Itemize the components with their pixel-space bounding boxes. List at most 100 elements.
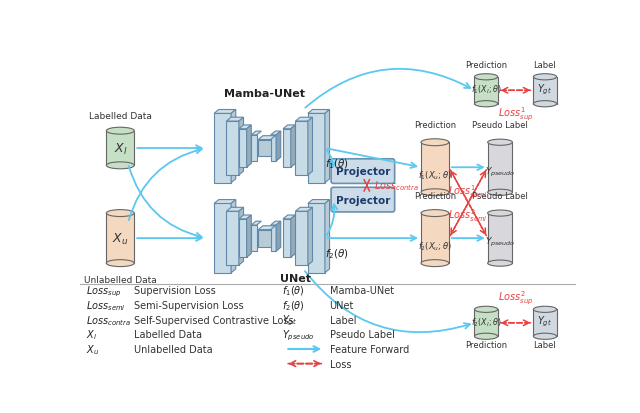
Polygon shape — [231, 110, 236, 183]
Ellipse shape — [488, 190, 513, 196]
Text: $Loss^1_{semi}$: $Loss^1_{semi}$ — [447, 183, 488, 199]
Text: Prediction: Prediction — [414, 191, 456, 200]
Text: Supervision Loss: Supervision Loss — [134, 286, 216, 296]
Ellipse shape — [106, 128, 134, 135]
Bar — [421, 143, 449, 193]
Text: Unlabelled Data: Unlabelled Data — [134, 344, 213, 354]
Ellipse shape — [106, 260, 134, 267]
Text: $f_1(X_u;\theta)$: $f_1(X_u;\theta)$ — [418, 169, 452, 182]
FancyBboxPatch shape — [331, 159, 395, 184]
Text: UNet: UNet — [280, 273, 311, 283]
Ellipse shape — [533, 333, 557, 339]
Polygon shape — [291, 216, 296, 258]
Text: $f_2(\theta)$: $f_2(\theta)$ — [325, 247, 349, 261]
Polygon shape — [231, 200, 236, 273]
Bar — [533, 78, 557, 104]
Polygon shape — [308, 208, 312, 266]
Polygon shape — [291, 126, 296, 168]
Text: Feature Forward: Feature Forward — [330, 344, 409, 354]
Text: $f_1(\theta)$: $f_1(\theta)$ — [325, 157, 349, 171]
Bar — [252, 135, 257, 162]
Polygon shape — [271, 132, 281, 135]
Text: Label: Label — [330, 315, 356, 325]
Bar — [271, 135, 276, 162]
Ellipse shape — [474, 333, 498, 339]
Text: $Y_{pseudo}$: $Y_{pseudo}$ — [282, 328, 314, 342]
Text: Pseudo Label: Pseudo Label — [472, 191, 528, 200]
Text: Unlabelled Data: Unlabelled Data — [84, 275, 157, 285]
Text: $Y_{pseudo}$: $Y_{pseudo}$ — [485, 236, 515, 249]
Text: $f_1(\theta)$: $f_1(\theta)$ — [282, 284, 304, 297]
Text: $X_l$: $X_l$ — [113, 141, 127, 156]
Bar — [421, 214, 449, 263]
Ellipse shape — [488, 211, 513, 217]
Text: $Y_{gt}$: $Y_{gt}$ — [538, 82, 552, 97]
Text: Labelled Data: Labelled Data — [89, 112, 152, 121]
Polygon shape — [271, 222, 281, 225]
Polygon shape — [227, 118, 244, 122]
Text: $Loss^2_{semi}$: $Loss^2_{semi}$ — [447, 207, 488, 224]
Polygon shape — [239, 216, 252, 219]
Text: $f_2(X_u;\theta)$: $f_2(X_u;\theta)$ — [418, 240, 452, 252]
Ellipse shape — [533, 306, 557, 313]
Text: Prediction: Prediction — [414, 121, 456, 129]
Bar — [106, 214, 134, 263]
Polygon shape — [214, 110, 236, 114]
Polygon shape — [308, 118, 312, 176]
Polygon shape — [214, 200, 236, 204]
Bar — [259, 230, 271, 247]
Bar — [259, 140, 271, 157]
Bar — [239, 219, 246, 258]
Polygon shape — [276, 132, 281, 162]
Bar — [283, 129, 291, 168]
Text: Projector: Projector — [336, 195, 390, 205]
Polygon shape — [239, 126, 252, 129]
Text: Mamba-UNet: Mamba-UNet — [330, 286, 394, 296]
Bar — [308, 204, 325, 273]
Polygon shape — [308, 200, 330, 204]
Ellipse shape — [106, 210, 134, 217]
Polygon shape — [296, 118, 312, 122]
Polygon shape — [283, 126, 296, 129]
Ellipse shape — [488, 140, 513, 146]
Text: $X_l$: $X_l$ — [86, 328, 97, 342]
Text: Self-Supervised Contrastive Loss: Self-Supervised Contrastive Loss — [134, 315, 294, 325]
Text: $Y_{pseudo}$: $Y_{pseudo}$ — [485, 165, 515, 178]
Text: Label: Label — [534, 340, 556, 349]
Text: Pseudo Label: Pseudo Label — [472, 121, 528, 129]
Ellipse shape — [474, 102, 498, 107]
Bar — [488, 214, 513, 263]
Bar — [239, 129, 246, 168]
Bar — [227, 211, 239, 266]
Polygon shape — [252, 132, 261, 135]
Text: $Loss^1_{sup}$: $Loss^1_{sup}$ — [498, 105, 533, 122]
Text: Projector: Projector — [336, 167, 390, 177]
Polygon shape — [276, 222, 281, 252]
Bar — [214, 204, 231, 273]
Text: Mamba-UNet: Mamba-UNet — [224, 89, 305, 99]
Polygon shape — [246, 126, 252, 168]
Text: $Loss_{contra}$: $Loss_{contra}$ — [86, 313, 131, 327]
Polygon shape — [239, 208, 244, 266]
Text: Loss: Loss — [330, 359, 351, 369]
Bar — [252, 225, 257, 252]
Text: $Loss_{semi}$: $Loss_{semi}$ — [86, 299, 126, 312]
Bar — [474, 78, 498, 104]
Bar — [106, 131, 134, 166]
Ellipse shape — [421, 190, 449, 196]
Ellipse shape — [106, 162, 134, 169]
Text: Label: Label — [534, 61, 556, 69]
Text: Prediction: Prediction — [465, 340, 507, 349]
Text: Prediction: Prediction — [465, 61, 507, 69]
Text: Pseudo Label: Pseudo Label — [330, 330, 394, 339]
Bar — [308, 114, 325, 183]
Text: $f_2(X_l;\theta)$: $f_2(X_l;\theta)$ — [471, 315, 501, 328]
Ellipse shape — [421, 140, 449, 146]
Polygon shape — [239, 118, 244, 176]
Text: $Loss^2_{sup}$: $Loss^2_{sup}$ — [498, 289, 533, 306]
Bar — [488, 143, 513, 193]
Text: Semi-Supervision Loss: Semi-Supervision Loss — [134, 300, 244, 310]
Polygon shape — [246, 216, 252, 258]
Polygon shape — [259, 226, 275, 230]
Ellipse shape — [474, 306, 498, 313]
